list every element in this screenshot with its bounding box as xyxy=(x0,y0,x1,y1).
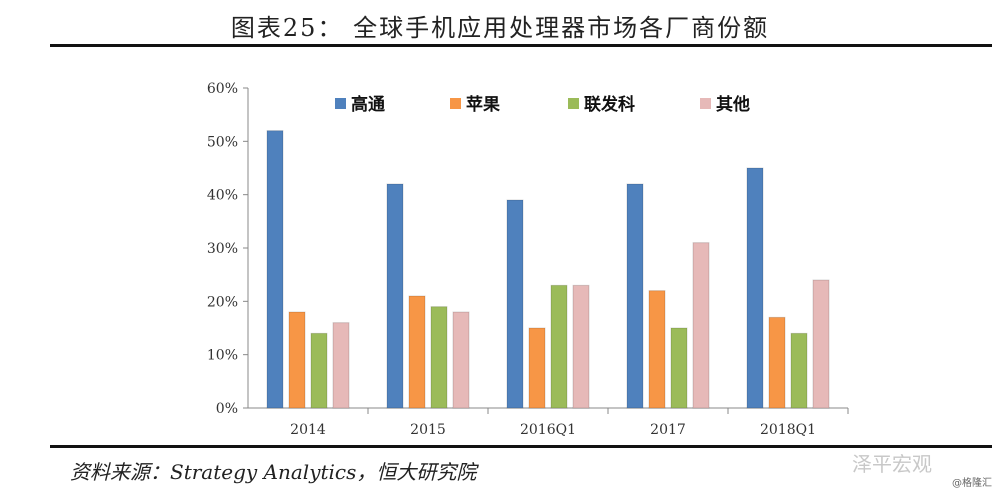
bar xyxy=(332,322,350,409)
y-tick-label: 0% xyxy=(216,401,238,417)
footer-rule xyxy=(50,445,992,448)
legend-swatch xyxy=(335,98,346,109)
bar xyxy=(572,284,590,409)
bar xyxy=(310,332,328,409)
bar xyxy=(528,327,546,409)
legend-label: 联发科 xyxy=(584,94,635,115)
bar xyxy=(648,290,666,409)
x-tick-label: 2016Q1 xyxy=(520,422,576,438)
bar xyxy=(386,183,404,409)
watermark: 泽平宏观 xyxy=(852,452,932,476)
y-tick-label: 40% xyxy=(207,188,238,204)
bar xyxy=(812,279,830,409)
y-tick-label: 60% xyxy=(207,81,238,97)
legend-swatch xyxy=(568,98,579,109)
bar xyxy=(626,183,644,409)
legend-label: 苹果 xyxy=(466,94,500,115)
y-tick-label: 30% xyxy=(207,241,238,257)
x-tick-label: 2014 xyxy=(290,422,326,438)
bar xyxy=(408,295,426,409)
y-tick-label: 20% xyxy=(207,294,238,310)
bar xyxy=(768,316,786,409)
y-tick-label: 10% xyxy=(207,348,238,364)
bar xyxy=(790,332,808,409)
legend-swatch xyxy=(450,98,461,109)
bar xyxy=(670,327,688,409)
x-tick-label: 2018Q1 xyxy=(760,422,816,438)
bar xyxy=(266,130,284,409)
bar xyxy=(550,284,568,409)
legend-swatch xyxy=(700,98,711,109)
bar xyxy=(430,306,448,409)
y-tick-label: 50% xyxy=(207,134,238,150)
chart-title: 图表25： 全球手机应用处理器市场各厂商份额 xyxy=(230,14,770,42)
bar xyxy=(452,311,470,409)
x-tick-label: 2017 xyxy=(650,422,686,438)
bar xyxy=(506,199,524,409)
title-rule xyxy=(50,44,992,47)
legend-label: 高通 xyxy=(351,94,385,115)
bar xyxy=(746,167,764,409)
watermark-corner: @格隆汇 xyxy=(952,478,992,489)
bar xyxy=(288,311,306,409)
x-tick-label: 2015 xyxy=(410,422,446,438)
legend-label: 其他 xyxy=(716,94,750,115)
source-note: 资料来源：Strategy Analytics，恒大研究院 xyxy=(70,460,477,484)
bar xyxy=(692,242,710,409)
